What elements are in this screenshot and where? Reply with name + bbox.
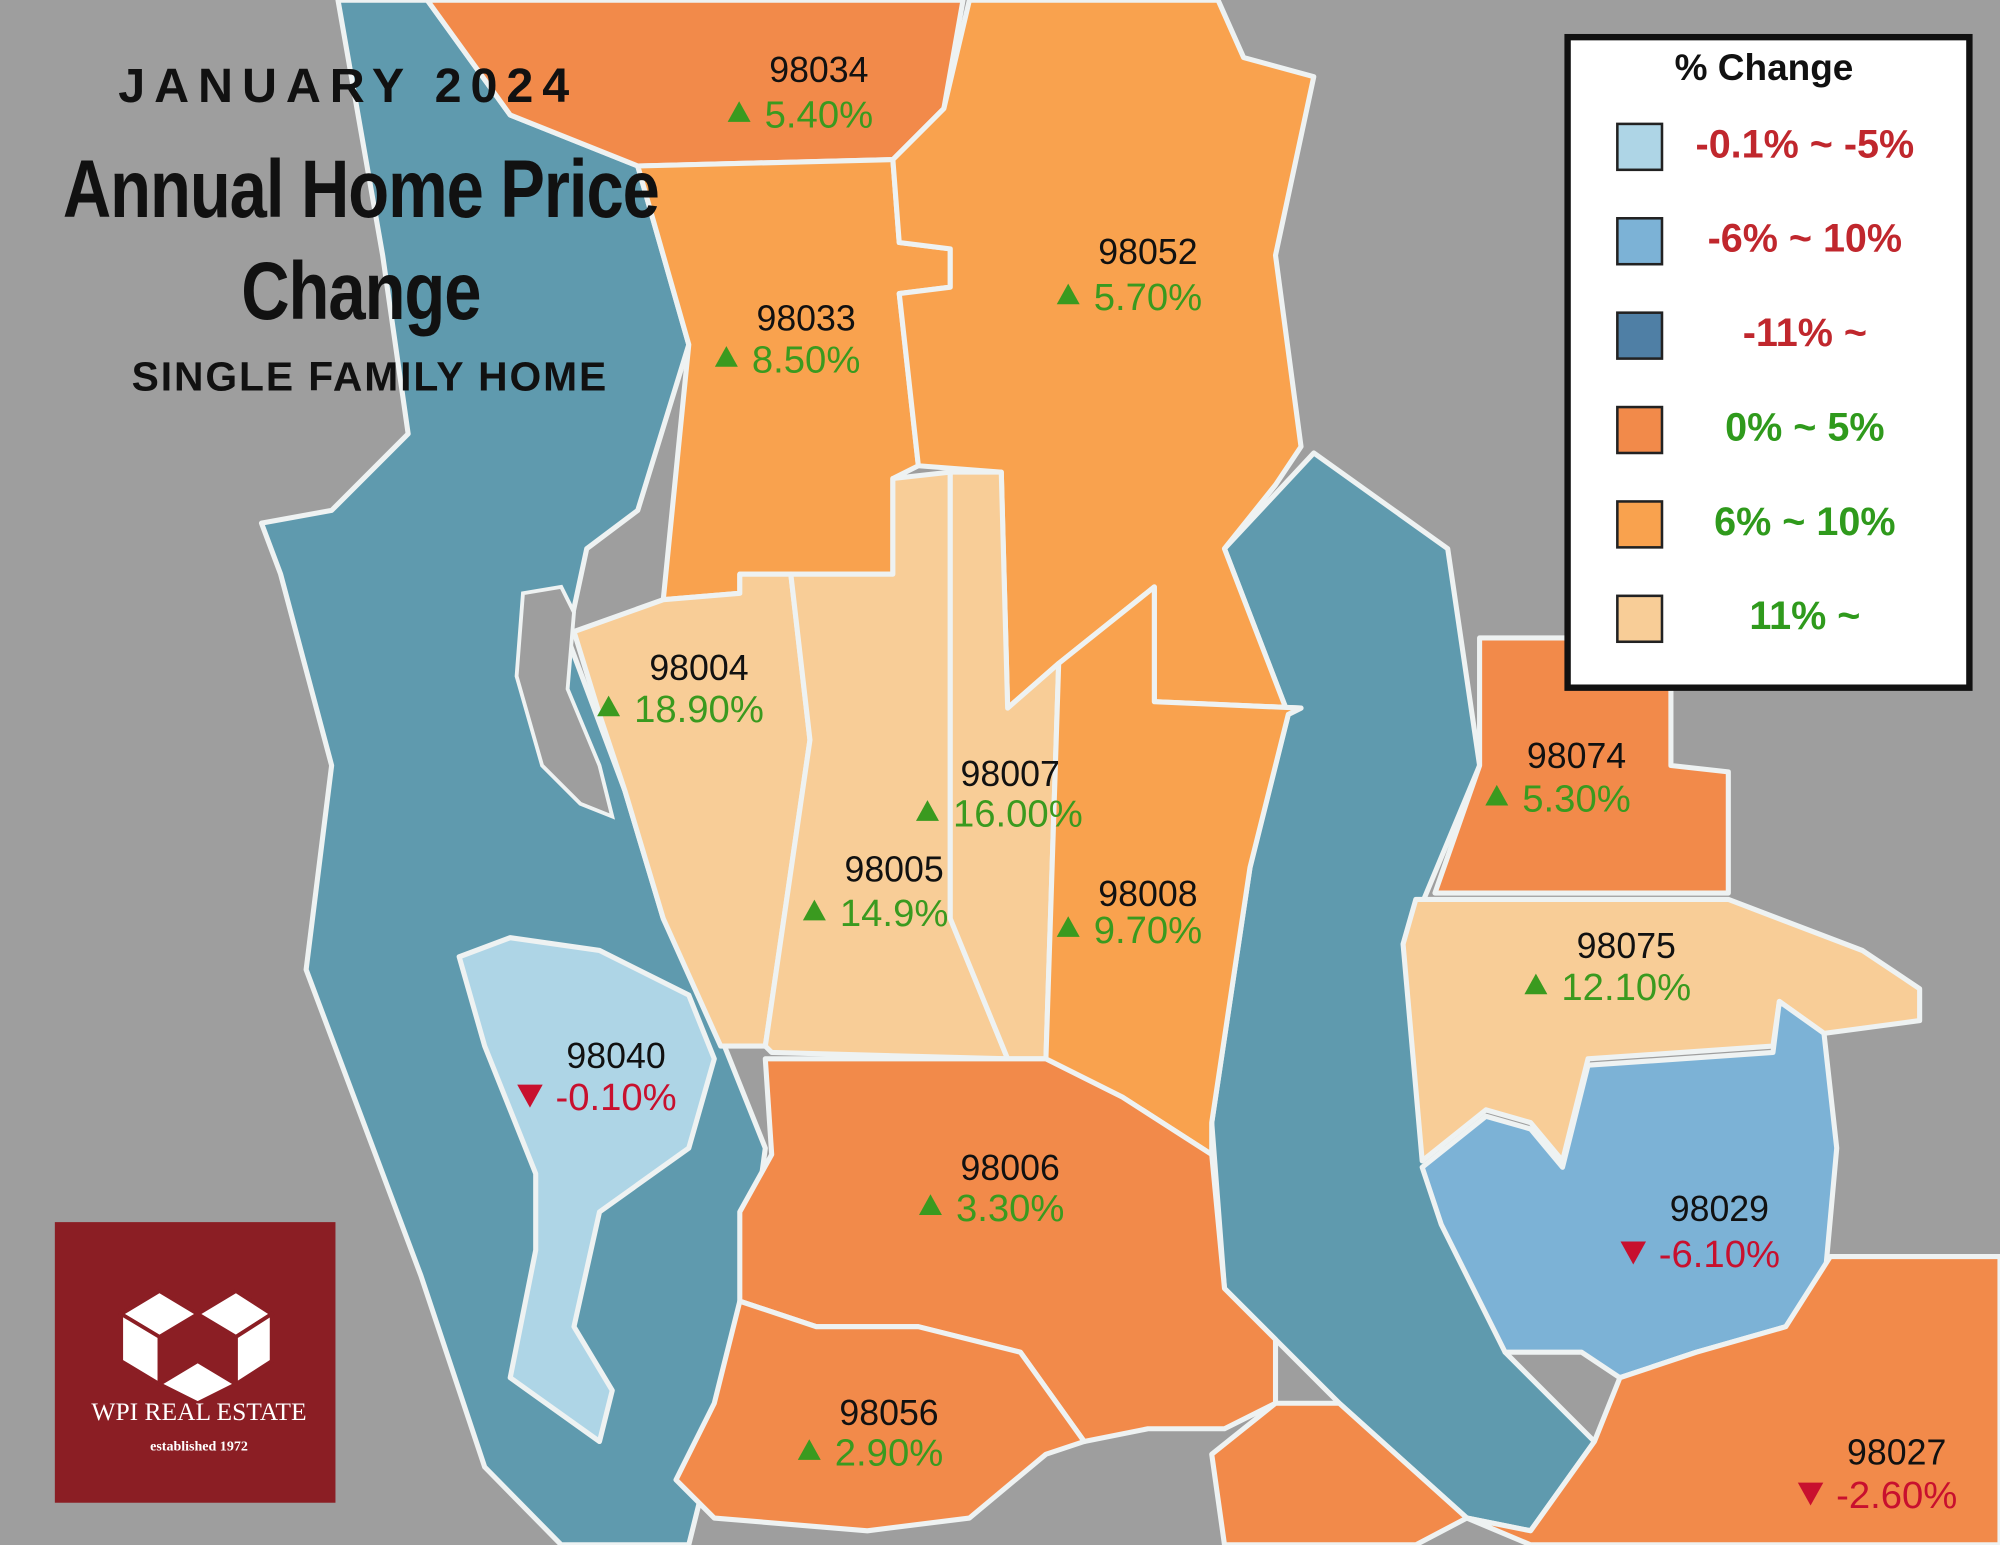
zip-label: 98075 xyxy=(1577,926,1676,966)
arrow-up xyxy=(797,1439,821,1460)
logo-tagline: established 1972 xyxy=(150,1438,248,1454)
change-label: 12.10% xyxy=(1561,966,1691,1009)
change-label: 5.30% xyxy=(1522,777,1630,820)
region-labels: 98034 5.40% 98033 8.50% 98052 5.70% 9800… xyxy=(517,50,1957,1517)
zip-label: 98005 xyxy=(844,850,943,890)
change-label: 5.70% xyxy=(1094,276,1202,319)
zip-label: 98056 xyxy=(839,1393,938,1433)
legend-label: -0.1% ~ -5% xyxy=(1696,122,1915,166)
legend-swatch xyxy=(1616,122,1664,172)
zip-label: 98008 xyxy=(1098,874,1197,914)
island xyxy=(514,584,616,820)
change-label: 18.90% xyxy=(634,688,764,731)
logo: WPI REAL ESTATE established 1972 xyxy=(54,1222,336,1503)
arrow-up xyxy=(597,695,621,717)
legend-swatch xyxy=(1616,405,1664,455)
arrow-up xyxy=(727,101,751,122)
arrow-up xyxy=(1056,916,1080,937)
zip-label: 98034 xyxy=(769,50,868,90)
legend-label: 0% ~ 5% xyxy=(1725,405,1884,449)
zip-label: 98040 xyxy=(566,1036,665,1076)
arrow-up xyxy=(918,1194,942,1215)
legend-label: 11% ~ xyxy=(1749,594,1860,638)
change-label: 2.90% xyxy=(835,1432,943,1475)
logo-mark xyxy=(117,1288,276,1406)
arrow-up xyxy=(916,800,939,821)
legend-title: % Change xyxy=(1675,47,1854,88)
change-label: 16.00% xyxy=(953,793,1083,836)
subtitle: SINGLE FAMILY HOME xyxy=(132,353,608,399)
zip-label: 98029 xyxy=(1670,1189,1769,1229)
zip-label: 98074 xyxy=(1527,736,1626,776)
region-98006 xyxy=(737,1056,1279,1445)
legend-label: -11% ~ xyxy=(1743,311,1867,355)
change-label: -6.10% xyxy=(1659,1233,1780,1276)
logo-name: WPI REAL ESTATE xyxy=(91,1397,306,1426)
arrow-up xyxy=(1485,784,1509,806)
change-label: -0.10% xyxy=(555,1076,676,1119)
arrow-down xyxy=(1620,1241,1647,1265)
legend-label: 6% ~ 10% xyxy=(1714,500,1895,544)
arrow-up xyxy=(1056,283,1080,305)
arrow-down xyxy=(1797,1482,1824,1506)
change-label: 5.40% xyxy=(765,94,873,137)
change-label: 8.50% xyxy=(752,339,860,382)
zip-label: 98027 xyxy=(1847,1432,1946,1472)
region-98027 xyxy=(1464,1254,2000,1545)
arrow-down xyxy=(517,1084,543,1108)
legend-swatch xyxy=(1616,217,1664,266)
arrow-up xyxy=(802,899,826,921)
legend-swatch xyxy=(1616,594,1664,644)
zip-label: 98052 xyxy=(1098,232,1197,272)
change-label: 3.30% xyxy=(956,1187,1064,1230)
legend: % Change -0.1% ~ -5% -6% ~ 10% -11% ~ 0% ~ … xyxy=(1564,33,1973,691)
region-98029 xyxy=(1419,998,1840,1381)
zip-label: 98007 xyxy=(961,754,1060,794)
title: Annual Home Price Change xyxy=(62,143,660,337)
arrow-up xyxy=(1524,973,1548,995)
zip-label: 98004 xyxy=(649,648,748,688)
legend-swatch xyxy=(1616,311,1664,360)
change-label: -2.60% xyxy=(1836,1474,1957,1517)
title-wrap: Annual Home Price Change xyxy=(62,143,660,337)
change-label: 14.9% xyxy=(840,892,948,935)
change-label: 9.70% xyxy=(1094,909,1202,952)
legend-swatch xyxy=(1616,500,1664,549)
date: JANUARY 2024 xyxy=(118,59,578,113)
zip-label: 98006 xyxy=(961,1148,1060,1188)
zip-label: 98033 xyxy=(756,299,855,339)
arrow-up xyxy=(714,346,738,367)
region-98040 xyxy=(456,935,717,1445)
legend-label: -6% ~ 10% xyxy=(1708,217,1902,261)
region-98056 xyxy=(673,1298,1087,1534)
